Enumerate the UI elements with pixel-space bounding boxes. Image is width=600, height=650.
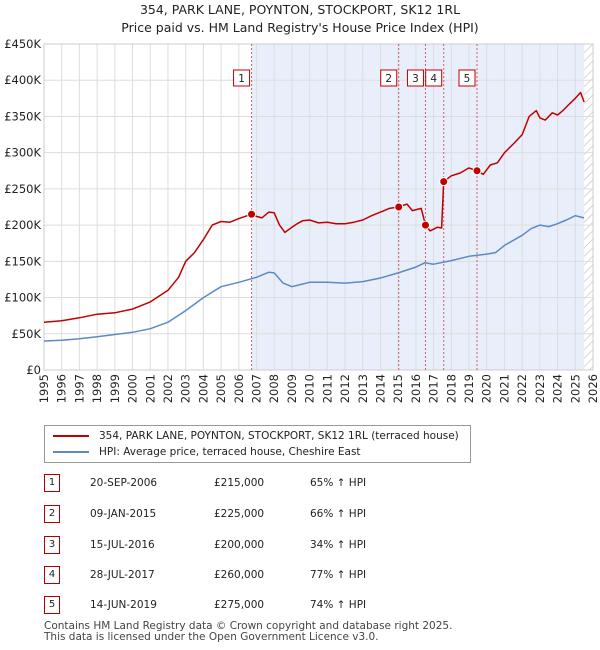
x-tick-label: 2009: [285, 374, 299, 403]
x-tick-label: 2018: [444, 374, 458, 403]
y-tick-label: £100K: [4, 291, 41, 305]
transaction-marker: [439, 177, 449, 187]
x-tick-label: 2002: [161, 374, 175, 403]
x-tick-label: 2021: [497, 374, 511, 403]
future-hatch: [584, 44, 593, 370]
transaction-price: £200,000: [214, 539, 265, 551]
table-row: 3 15-JUL-2016 £200,000 34% ↑ HPI: [44, 536, 544, 554]
x-tick-label: 2000: [126, 374, 140, 403]
transaction-hpi: 74% ↑ HPI: [310, 599, 367, 611]
x-tick-label: 2025: [568, 374, 582, 403]
transaction-label: 5: [464, 73, 471, 85]
transaction-hpi: 34% ↑ HPI: [310, 539, 367, 551]
legend-label-hpi: HPI: Average price, terraced house, Ches…: [99, 446, 361, 458]
price-chart: £0 £50K £100K £150K £200K £250K £300K £350K £400…: [4, 37, 600, 403]
property-price-line: [44, 91, 585, 323]
legend-swatch-property: [53, 435, 89, 437]
transaction-hpi: 65% ↑ HPI: [310, 477, 367, 489]
x-tick-label: 2016: [409, 374, 423, 403]
transaction-label: 2: [385, 73, 392, 85]
legend-swatch-hpi: [53, 451, 89, 453]
x-tick-label: 2019: [462, 374, 476, 403]
transaction-label-box: [458, 69, 476, 87]
legend-item-property: 354, PARK LANE, POYNTON, STOCKPORT, SK12…: [53, 428, 459, 444]
shaded-period: [251, 44, 585, 370]
y-tick-label: £450K: [4, 37, 41, 51]
x-tick-label: 2013: [356, 374, 370, 403]
y-tick-label: £250K: [4, 182, 41, 196]
y-tick-label: £0: [26, 363, 41, 377]
transaction-number: 1: [44, 474, 60, 492]
y-tick-label: £50K: [12, 327, 42, 341]
y-tick-label: £300K: [4, 146, 41, 160]
legend-label-property: 354, PARK LANE, POYNTON, STOCKPORT, SK12…: [99, 430, 459, 442]
legend-item-hpi: HPI: Average price, terraced house, Ches…: [53, 444, 361, 460]
transaction-label: 4: [430, 73, 437, 85]
transaction-marker: [394, 202, 404, 212]
x-tick-label: 2004: [196, 374, 210, 403]
footer-copyright: Contains HM Land Registry data © Crown c…: [44, 620, 453, 632]
x-tick-label: 2026: [586, 374, 600, 403]
x-tick-label: 1998: [90, 374, 104, 403]
x-tick-label: 2024: [551, 374, 565, 403]
table-row: 5 14-JUN-2019 £275,000 74% ↑ HPI: [44, 596, 544, 614]
x-tick-label: 2022: [515, 374, 529, 403]
transaction-label-box: [406, 69, 424, 87]
transaction-number: 5: [44, 596, 60, 614]
hpi-line: [44, 214, 585, 342]
chart-title-line2: Price paid vs. HM Land Registry's House …: [121, 20, 479, 35]
x-tick-label: 1995: [37, 374, 51, 403]
x-tick-label: 2008: [267, 374, 281, 403]
x-tick-label: 2017: [427, 374, 441, 403]
table-row: 4 28-JUL-2017 £260,000 77% ↑ HPI: [44, 566, 544, 584]
legend: 354, PARK LANE, POYNTON, STOCKPORT, SK12…: [44, 425, 471, 463]
x-tick-label: 2011: [320, 374, 334, 403]
x-tick-label: 1997: [72, 374, 86, 403]
x-tick-label: 2001: [143, 374, 157, 403]
y-tick-label: £200K: [4, 218, 41, 232]
transaction-marker: [420, 220, 430, 230]
transaction-price: £260,000: [214, 569, 265, 581]
transaction-price: £275,000: [214, 599, 265, 611]
transaction-hpi: 66% ↑ HPI: [310, 508, 367, 520]
transaction-price: £215,000: [214, 477, 265, 489]
x-tick-label: 1996: [55, 374, 69, 403]
transaction-marker: [472, 166, 482, 176]
transaction-price: £225,000: [214, 508, 265, 520]
x-tick-label: 2015: [391, 374, 405, 403]
x-tick-label: 2010: [303, 374, 317, 403]
footer-license: This data is licensed under the Open Gov…: [44, 631, 379, 643]
transaction-number: 2: [44, 505, 60, 523]
chart-title-line1: 354, PARK LANE, POYNTON, STOCKPORT, SK12…: [139, 2, 461, 17]
transaction-date: 20-SEP-2006: [90, 477, 158, 489]
transaction-number: 3: [44, 536, 60, 554]
transaction-label-box: [425, 69, 443, 87]
transaction-date: 15-JUL-2016: [90, 539, 155, 551]
transaction-hpi: 77% ↑ HPI: [310, 569, 367, 581]
y-tick-label: £350K: [4, 109, 41, 123]
table-row: 2 09-JAN-2015 £225,000 66% ↑ HPI: [44, 505, 544, 523]
x-tick-label: 2005: [214, 374, 228, 403]
x-tick-label: 2007: [250, 374, 264, 403]
transaction-number: 4: [44, 566, 60, 584]
x-tick-label: 2006: [232, 374, 246, 403]
transaction-label-box: [233, 69, 251, 87]
plot-frame: [43, 43, 594, 371]
transaction-date: 28-JUL-2017: [90, 569, 155, 581]
x-tick-label: 1999: [108, 374, 122, 403]
transaction-label: 1: [238, 73, 245, 85]
x-tick-label: 2003: [179, 374, 193, 403]
transaction-label: 3: [412, 73, 419, 85]
y-tick-label: £150K: [4, 254, 41, 268]
transaction-marker: [247, 209, 257, 219]
x-tick-label: 2023: [533, 374, 547, 403]
x-tick-label: 2014: [373, 374, 387, 403]
transaction-date: 14-JUN-2019: [90, 599, 157, 611]
y-tick-label: £400K: [4, 73, 41, 87]
transaction-label-box: [380, 69, 398, 87]
transaction-date: 09-JAN-2015: [90, 508, 157, 520]
x-tick-label: 2012: [338, 374, 352, 403]
x-tick-label: 2020: [480, 374, 494, 403]
table-row: 1 20-SEP-2006 £215,000 65% ↑ HPI: [44, 474, 544, 492]
